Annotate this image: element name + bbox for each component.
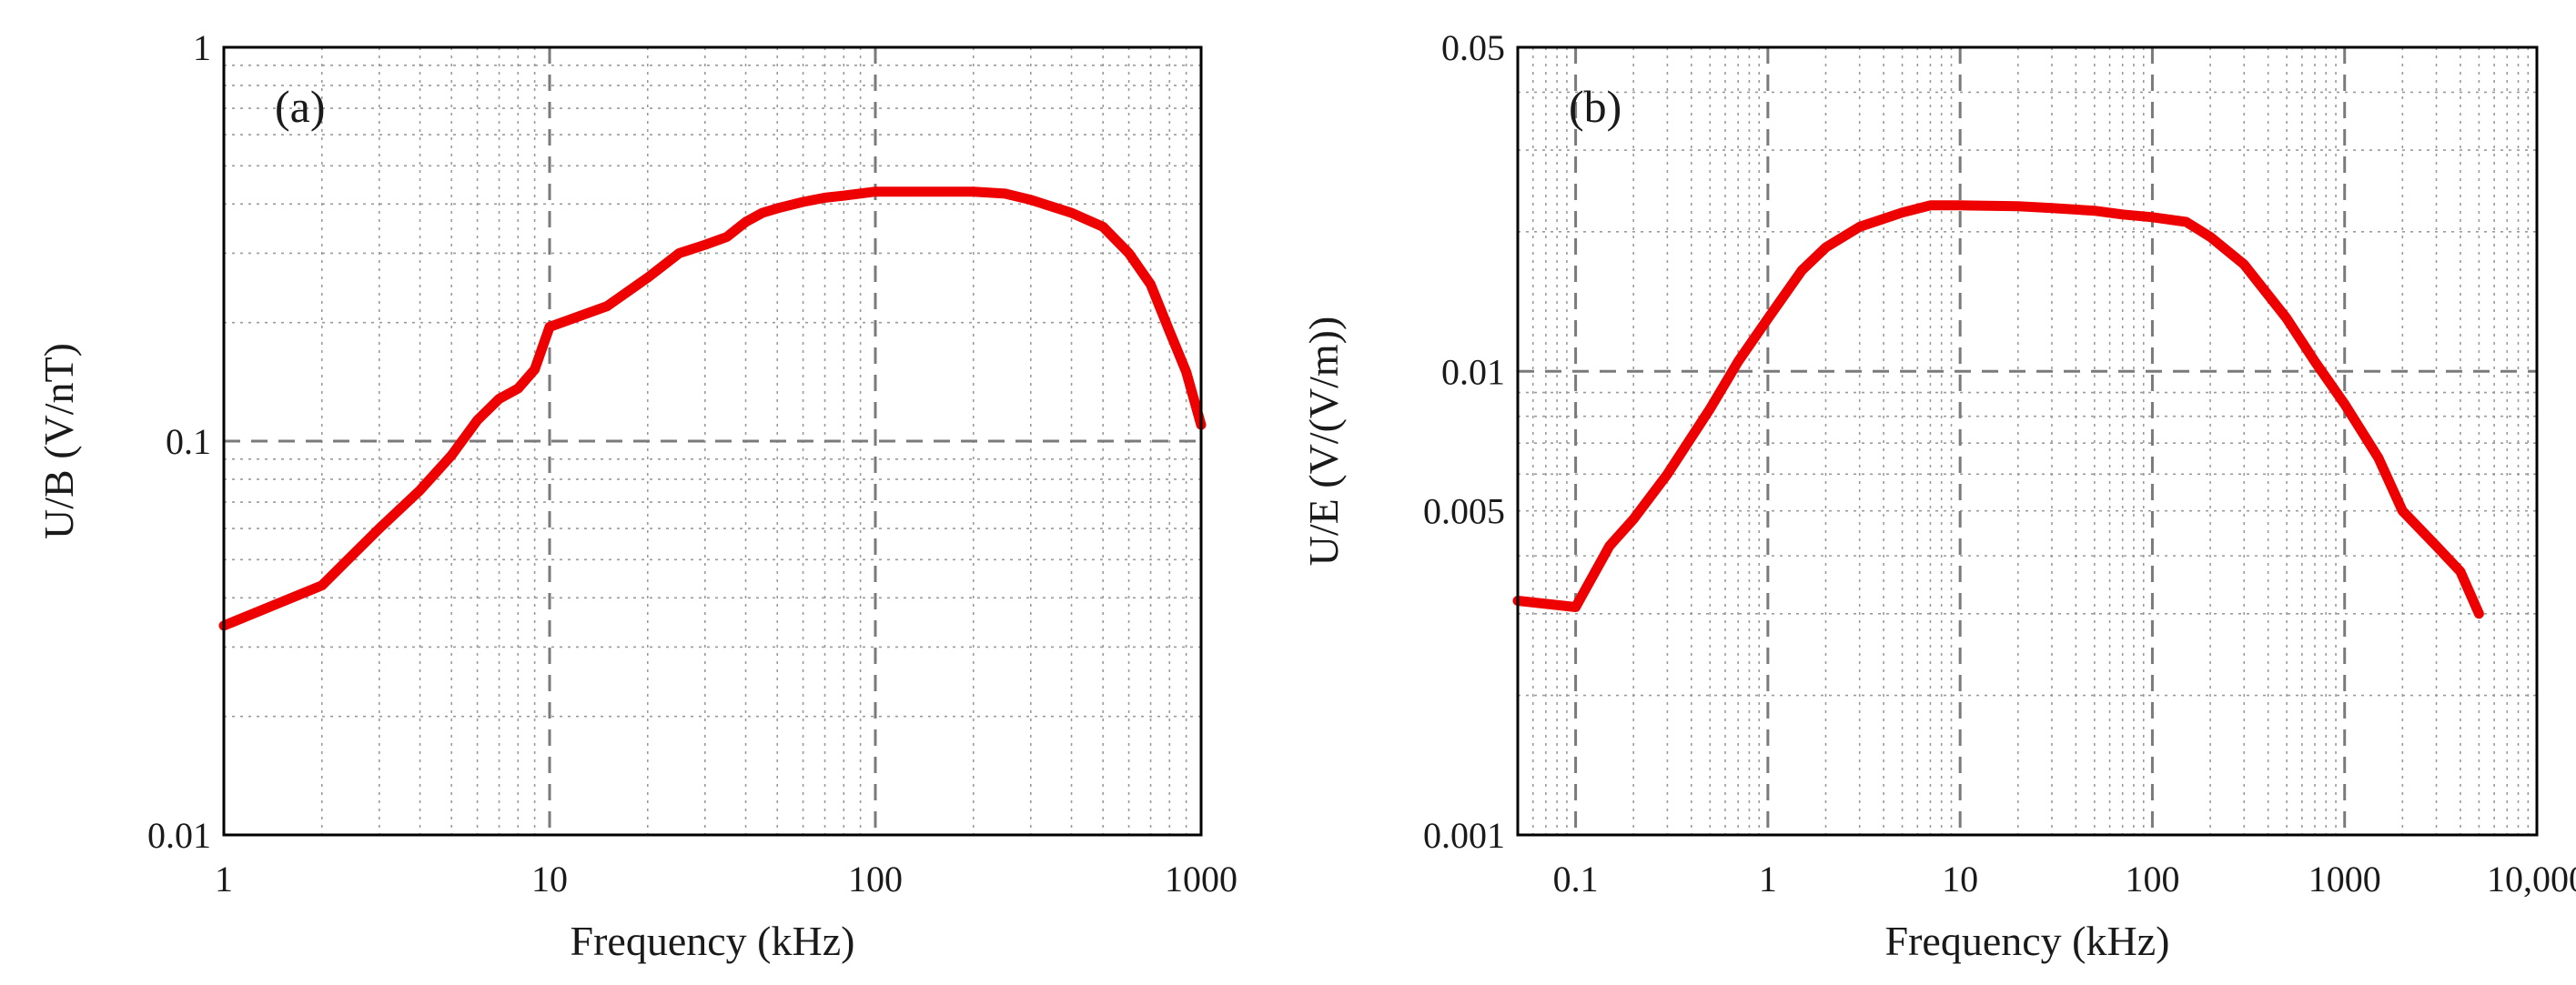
y-tick-label: 0.05 [1441,27,1505,68]
x-tick-label: 10,000 [2487,859,2576,900]
y-tick-label: 0.005 [1423,491,1505,532]
x-tick-label: 100 [848,859,903,900]
x-axis-title: Frequency (kHz) [571,918,855,964]
y-tick-label: 0.1 [166,421,211,462]
x-tick-label: 1000 [1165,859,1237,900]
plot-frame [222,45,1203,837]
y-tick-label: 1 [193,27,211,68]
x-tick-label: 1 [1759,859,1777,900]
y-axis-title: U/E (V/(V/m)) [1300,317,1347,567]
series-line-u-e [1512,200,2484,619]
panel-b-chart: 0.1 1 10 100 1000 10,000 0.001 0.005 0.01 0.05 Fre… [1300,27,2576,964]
x-tick-label: 0.1 [1553,859,1599,900]
panel-label: (a) [275,81,326,132]
series-line-u-b [218,186,1207,631]
x-tick-label: 10 [1942,859,1978,900]
plot-frame [1516,45,2539,837]
x-axis-title: Frequency (kHz) [1885,918,2170,964]
y-tick-label: 0.01 [147,815,211,856]
panel-label: (b) [1569,81,1621,132]
y-axis-title: U/B (V/nT) [35,343,82,539]
panel-a-chart: 1 10 100 1000 0.01 0.1 1 Frequency (kHz) U/B (V/… [35,27,1237,964]
x-tick-label: 10 [531,859,568,900]
y-tick-label: 0.01 [1441,351,1505,392]
x-tick-label: 100 [2125,859,2179,900]
x-tick-label: 1 [215,859,233,900]
x-tick-label: 1000 [2308,859,2381,900]
y-tick-label: 0.001 [1423,815,1505,856]
